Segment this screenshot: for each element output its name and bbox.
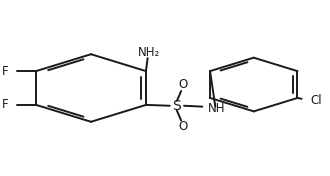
Text: NH: NH xyxy=(208,102,226,115)
Text: NH₂: NH₂ xyxy=(138,46,160,59)
Text: S: S xyxy=(173,99,181,113)
Text: O: O xyxy=(178,120,187,133)
Text: F: F xyxy=(2,65,9,78)
Text: Cl: Cl xyxy=(311,93,322,106)
Text: F: F xyxy=(2,98,9,111)
Text: O: O xyxy=(178,78,187,92)
